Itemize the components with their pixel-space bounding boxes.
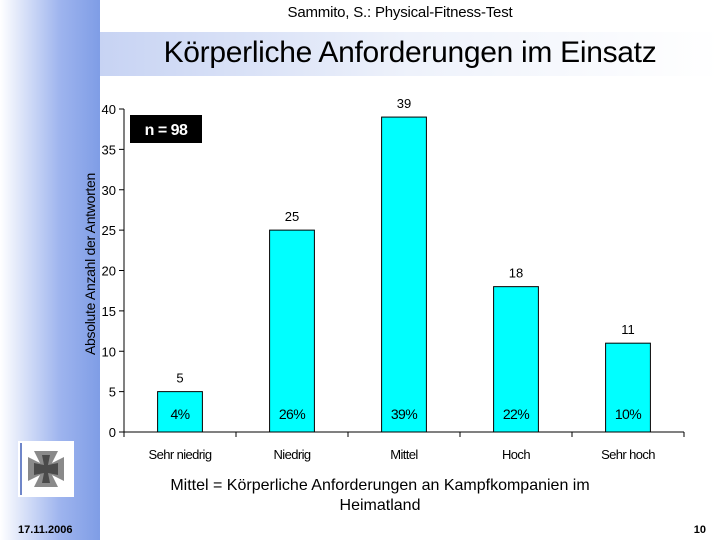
n-annotation-box bbox=[130, 115, 202, 143]
y-tick-label: 15 bbox=[102, 304, 116, 319]
bar-value-label: 25 bbox=[285, 209, 299, 224]
footer-date: 17.11.2006 bbox=[18, 524, 73, 536]
header-subtitle: Sammito, S.: Physical-Fitness-Test bbox=[287, 4, 513, 21]
n-annotation-text: n = 98 bbox=[145, 122, 188, 139]
iron-cross-icon bbox=[18, 441, 74, 497]
bar-percent-label: 26% bbox=[279, 406, 305, 422]
bar-percent-label: 10% bbox=[615, 406, 641, 422]
y-axis-label: Absolute Anzahl der Antworten bbox=[82, 173, 98, 355]
bar bbox=[605, 342, 651, 433]
caption: Mittel = Körperliche Anforderungen an Ka… bbox=[100, 476, 660, 516]
bar-value-label: 5 bbox=[176, 371, 183, 386]
bar bbox=[381, 116, 427, 433]
y-tick-label: 5 bbox=[109, 385, 116, 400]
footer-page-number: 10 bbox=[693, 524, 706, 536]
x-category-label: Sehr hoch bbox=[601, 447, 655, 462]
x-category-label: Sehr niedrig bbox=[149, 447, 212, 462]
x-category-label: Hoch bbox=[502, 447, 530, 462]
bar-percent-label: 39% bbox=[391, 406, 417, 422]
chart-bars bbox=[157, 116, 651, 433]
bar-percent-label: 22% bbox=[503, 406, 529, 422]
bar bbox=[493, 286, 539, 433]
x-category-label: Niedrig bbox=[274, 447, 311, 462]
n-annotation: n = 98 bbox=[130, 115, 202, 143]
y-tick-label: 30 bbox=[102, 183, 116, 198]
bar-value-label: 11 bbox=[621, 322, 635, 337]
y-tick-label: 10 bbox=[102, 344, 116, 359]
bar bbox=[269, 229, 315, 433]
caption-line-1: Mittel = Körperliche Anforderungen an Ka… bbox=[170, 477, 590, 494]
y-tick-label: 40 bbox=[102, 102, 116, 117]
bar-value-label: 18 bbox=[509, 266, 523, 281]
y-tick-label: 35 bbox=[102, 142, 116, 157]
y-tick-label: 0 bbox=[109, 425, 116, 440]
bar-percent-label: 4% bbox=[170, 406, 189, 422]
y-tick-label: 25 bbox=[102, 223, 116, 238]
title-banner bbox=[100, 32, 720, 76]
bar-value-label: 39 bbox=[397, 96, 411, 111]
chart-axes: 0 5 10 15 20 25 30 35 40 bbox=[102, 102, 685, 440]
slide-header: Sammito, S.: Physical-Fitness-Test bbox=[0, 4, 720, 21]
x-category-label: Mittel bbox=[390, 447, 418, 462]
bar bbox=[157, 391, 203, 433]
caption-line-2: Heimatland bbox=[339, 497, 421, 514]
chart-labels: 5 4% Sehr niedrig 25 26% Niedrig 39 39% Mittel 18… bbox=[149, 96, 656, 462]
y-tick-label: 20 bbox=[102, 264, 116, 279]
slide-title: Körperliche Anforderungen im Einsatz bbox=[163, 36, 657, 69]
